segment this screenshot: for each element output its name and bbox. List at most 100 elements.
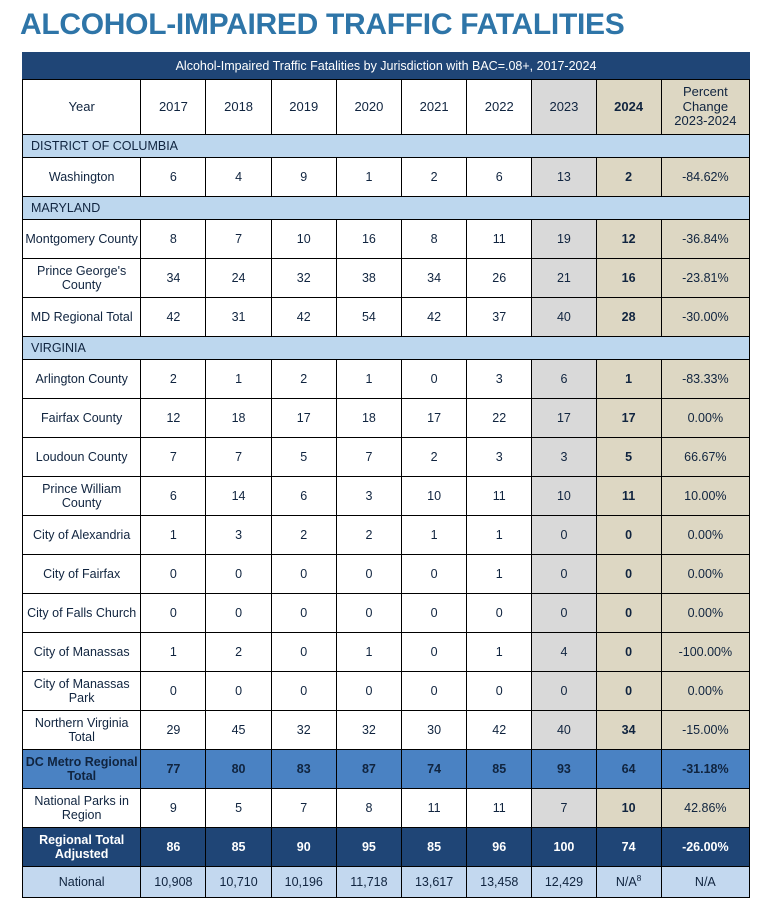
page-title: ALCOHOL-IMPAIRED TRAFFIC FATALITIES (20, 8, 625, 41)
cell-value: 0 (400, 359, 468, 399)
table-row: Prince George's County 34 24 32 38 34 26 21 16 -2… (21, 258, 751, 298)
row-label: Regional Total Adjusted (21, 827, 142, 867)
cell-value-2023: 100 (531, 827, 597, 867)
cell-value-2023: 40 (531, 710, 597, 750)
column-header-2023: 2023 (531, 79, 597, 135)
cell-value: 31 (205, 297, 272, 337)
section-header-label: VIRGINIA (22, 336, 750, 360)
section-header-label: DISTRICT OF COLUMBIA (22, 134, 750, 158)
cell-percent-change: -83.33% (660, 359, 751, 399)
cell-percent-change: 0.00% (660, 554, 751, 594)
cell-value-2023: 7 (531, 788, 597, 828)
cell-percent-change: -100.00% (660, 632, 751, 672)
cell-value: 74 (400, 749, 468, 789)
cell-value: 2 (400, 437, 468, 477)
cell-value: 8 (140, 219, 207, 259)
row-label: Fairfax County (21, 398, 142, 438)
cell-value: 7 (335, 437, 403, 477)
cell-value: 96 (466, 827, 533, 867)
cell-value-2024: 5 (595, 437, 662, 477)
cell-value: 8 (400, 219, 468, 259)
cell-value: 2 (270, 359, 337, 399)
cell-value: 12 (140, 398, 207, 438)
cell-value: 1 (466, 554, 533, 594)
cell-value: 0 (400, 632, 468, 672)
row-label: City of Fairfax (21, 554, 142, 594)
cell-value: 3 (466, 437, 533, 477)
cell-value-2023: 93 (531, 749, 597, 789)
cell-value: 32 (270, 710, 337, 750)
percent-change-line-2: Change (682, 98, 729, 114)
cell-value: 1 (466, 632, 533, 672)
cell-value: 0 (270, 593, 337, 633)
cell-value: 10 (270, 219, 337, 259)
cell-value: 42 (140, 297, 207, 337)
cell-value-2023: 0 (531, 554, 597, 594)
cell-value: 6 (140, 476, 207, 516)
table-row: Arlington County 2 1 2 1 0 3 6 1 -83.33% (21, 359, 751, 399)
cell-value: 0 (466, 671, 533, 711)
cell-value: 9 (270, 157, 337, 197)
table-banner-title: Alcohol-Impaired Traffic Fatalities by J… (22, 52, 750, 80)
column-header-2019: 2019 (270, 79, 337, 135)
section-header-row: DISTRICT OF COLUMBIA (22, 134, 750, 158)
cell-value: 10,710 (205, 866, 272, 898)
table-row: DC Metro Regional Total 77 80 83 87 74 85 93 64-… (21, 749, 751, 789)
row-label: Loudoun County (21, 437, 142, 477)
table-row: National Parks in Region 9 5 7 8 11 11 7 10 42.86… (21, 788, 751, 828)
column-header-row: Year 2017 2018 2019 2020 2021 2022 2023 … (21, 79, 751, 135)
cell-value-2024: 0 (595, 593, 662, 633)
cell-value: 0 (335, 671, 403, 711)
row-label: Northern Virginia Total (21, 710, 142, 750)
column-header-2021: 2021 (400, 79, 468, 135)
row-label: City of Alexandria (21, 515, 142, 555)
cell-value: 18 (205, 398, 272, 438)
cell-value: 32 (335, 710, 403, 750)
cell-value: 1 (466, 515, 533, 555)
cell-percent-change: N/A (660, 866, 751, 898)
fatalities-table-container: Alcohol-Impaired Traffic Fatalities by J… (21, 52, 751, 898)
table-row: City of Fairfax 0 0 0 0 0 1 0 0 0.00% (21, 554, 751, 594)
table-row: City of Manassas 1 2 0 1 0 1 4 0 -100.00% (21, 632, 751, 672)
cell-value: 1 (335, 359, 403, 399)
cell-value: 16 (335, 219, 403, 259)
cell-value-2023: 6 (531, 359, 597, 399)
section-header-row: MARYLAND (22, 196, 750, 220)
cell-value: 2 (140, 359, 207, 399)
cell-value: 45 (205, 710, 272, 750)
table-row: Fairfax County 12 18 17 18 17 22 17 17 0.00% (21, 398, 751, 438)
cell-value: 86 (140, 827, 207, 867)
footnote-marker: 8 (636, 872, 642, 883)
cell-value-2023: 0 (531, 671, 597, 711)
cell-value-2023: 19 (531, 219, 597, 259)
cell-value: 26 (466, 258, 533, 298)
cell-value: 38 (335, 258, 403, 298)
row-label: City of Manassas (21, 632, 142, 672)
cell-value: 17 (270, 398, 337, 438)
cell-value-2023: 10 (531, 476, 597, 516)
cell-value: 2 (335, 515, 403, 555)
cell-value: 0 (205, 554, 272, 594)
cell-value: 0 (270, 554, 337, 594)
table-banner-row: Alcohol-Impaired Traffic Fatalities by J… (22, 52, 750, 80)
cell-value: 4 (205, 157, 272, 197)
cell-value: 87 (335, 749, 403, 789)
cell-value-2024: 12 (595, 219, 662, 259)
cell-value-2023: 40 (531, 297, 597, 337)
cell-value: 90 (270, 827, 337, 867)
cell-value-2024: 34 (595, 710, 662, 750)
row-label: MD Regional Total (21, 297, 142, 337)
fatalities-table: Alcohol-Impaired Traffic Fatalities by J… (21, 52, 751, 898)
cell-value: 18 (335, 398, 403, 438)
table-row: City of Falls Church 0 0 0 0 0 0 0 0 0.00% (21, 593, 751, 633)
cell-value-2024: 10 (595, 788, 662, 828)
cell-value: 34 (140, 258, 207, 298)
cell-value: 32 (270, 258, 337, 298)
cell-value: 1 (140, 515, 207, 555)
cell-value-2024: 28 (595, 297, 662, 337)
table-body: Alcohol-Impaired Traffic Fatalities by J… (21, 52, 751, 898)
cell-percent-change: 66.67% (660, 437, 751, 477)
cell-percent-change: -31.18% (660, 749, 751, 789)
column-header-2018: 2018 (205, 79, 272, 135)
cell-value: 1 (140, 632, 207, 672)
